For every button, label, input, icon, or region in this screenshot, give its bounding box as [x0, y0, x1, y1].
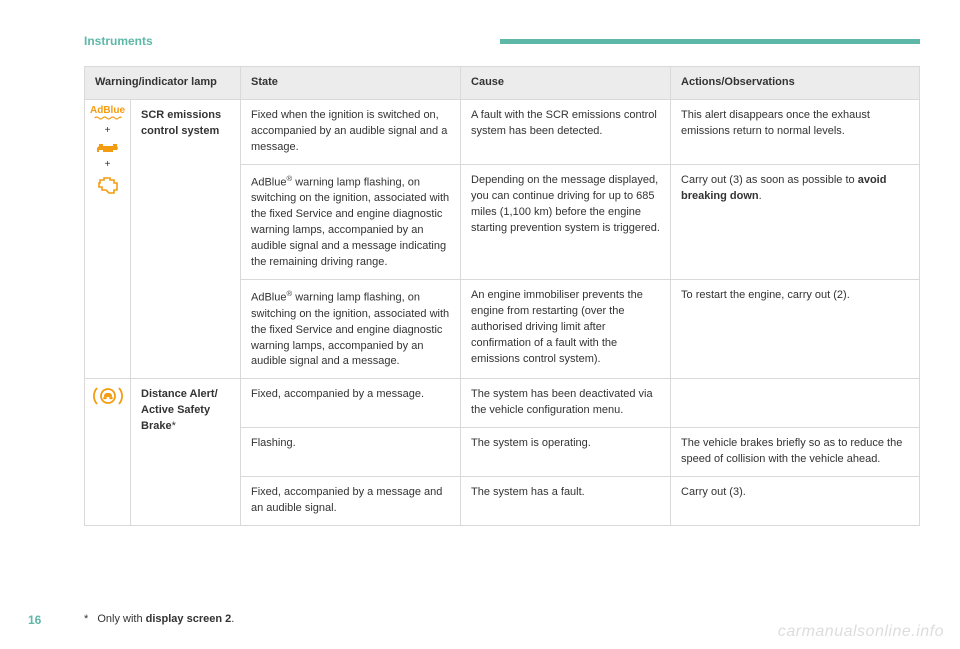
cause-cell: Depending on the message displayed, you … — [461, 164, 671, 279]
state-cell: AdBlue® warning lamp flashing, on switch… — [241, 280, 461, 379]
cause-cell: A fault with the SCR emissions control s… — [461, 99, 671, 164]
cause-cell: The system is operating. — [461, 428, 671, 477]
action-cell: To restart the engine, carry out (2). — [671, 280, 920, 379]
scr-icon-cell: AdBlue + + — [85, 99, 131, 378]
action-cell: Carry out (3). — [671, 477, 920, 526]
action-cell — [671, 379, 920, 428]
active-brake-icon — [87, 385, 128, 407]
table-row: Distance Alert/ Active Safety Brake* Fix… — [85, 379, 920, 428]
brake-name-cell: Distance Alert/ Active Safety Brake* — [131, 379, 241, 526]
header-accent-bar — [500, 39, 920, 44]
plus-icon: + — [87, 158, 128, 173]
state-cell: Fixed, accompanied by a message. — [241, 379, 461, 428]
wrench-icon — [87, 142, 128, 154]
table-header-row: Warning/indicator lamp State Cause Actio… — [85, 67, 920, 100]
state-cell: Flashing. — [241, 428, 461, 477]
state-cell: AdBlue® warning lamp flashing, on switch… — [241, 164, 461, 279]
engine-icon — [87, 177, 128, 195]
cause-cell: The system has been deactivated via the … — [461, 379, 671, 428]
watermark: carmanualsonline.info — [778, 623, 944, 641]
adblue-wave-icon — [90, 116, 126, 120]
state-cell: Fixed when the ignition is switched on, … — [241, 99, 461, 164]
brake-icon-cell — [85, 379, 131, 526]
header-cause: Cause — [461, 67, 671, 100]
header-lamp: Warning/indicator lamp — [85, 67, 241, 100]
warning-lamp-table: Warning/indicator lamp State Cause Actio… — [84, 66, 920, 526]
plus-icon: + — [87, 124, 128, 139]
section-title: Instruments — [84, 34, 153, 48]
action-cell: This alert disappears once the exhaust e… — [671, 99, 920, 164]
table-row: AdBlue + + SCR emissions control system … — [85, 99, 920, 164]
scr-name-cell: SCR emissions control system — [131, 99, 241, 378]
action-cell: Carry out (3) as soon as possible to avo… — [671, 164, 920, 279]
cause-cell: An engine immobiliser prevents the engin… — [461, 280, 671, 379]
lamp-name: SCR emissions control system — [141, 109, 221, 137]
action-cell: The vehicle brakes briefly so as to redu… — [671, 428, 920, 477]
footnote: * Only with display screen 2. — [84, 613, 234, 625]
page-number: 16 — [28, 613, 41, 627]
header-actions: Actions/Observations — [671, 67, 920, 100]
lamp-name: Distance Alert/ Active Safety Brake — [141, 388, 218, 432]
cause-cell: The system has a fault. — [461, 477, 671, 526]
state-cell: Fixed, accompanied by a message and an a… — [241, 477, 461, 526]
adblue-text-icon: AdBlue — [87, 106, 128, 116]
header-state: State — [241, 67, 461, 100]
